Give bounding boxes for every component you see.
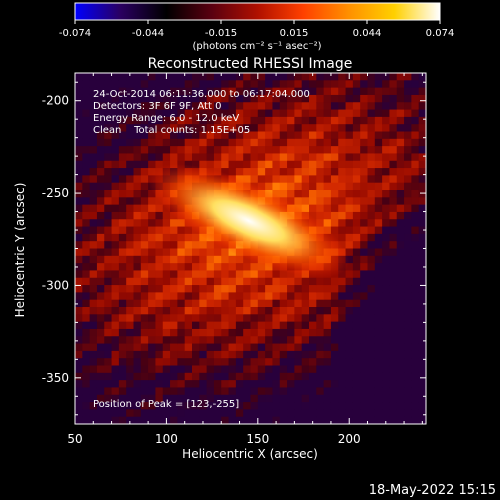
- info-clean: Clean Total counts: 1.15E+05: [93, 125, 250, 136]
- colorbar-tick-label: -0.044: [132, 28, 164, 39]
- x-axis-label: Heliocentric X (arcsec): [182, 447, 318, 461]
- colorbar-tick-label: -0.015: [205, 28, 237, 39]
- colorbar-tick-label: 0.044: [353, 28, 382, 39]
- chart-title: Reconstructed RHESSI Image: [148, 56, 353, 72]
- axis-ticks: 50 100 150 200 -200 -250 -300 -350: [42, 73, 426, 446]
- heatmap-image: [75, 73, 426, 424]
- colorbar: -0.074 -0.044 -0.015 0.015 0.044 0.074 (photo…: [59, 2, 455, 52]
- x-tick-label: 200: [338, 432, 361, 446]
- footer-date: 18-May-2022 15:15: [369, 483, 496, 498]
- observation-info: 24-Oct-2014 06:11:36.000 to 06:17:04.000…: [93, 89, 310, 410]
- colorbar-tick-label: -0.074: [59, 28, 91, 39]
- info-time: 24-Oct-2014 06:11:36.000 to 06:17:04.000: [93, 89, 310, 100]
- x-tick-label: 100: [155, 432, 178, 446]
- info-peak: Position of Peak = [123,-255]: [93, 399, 239, 410]
- x-tick-label: 50: [67, 432, 82, 446]
- info-detectors: Detectors: 3F 6F 9F, Att 0: [93, 101, 221, 112]
- colorbar-tick-label: 0.015: [280, 28, 309, 39]
- colorbar-tick-label: 0.074: [426, 28, 455, 39]
- y-tick-label: -250: [42, 186, 69, 200]
- info-energy: Energy Range: 6.0 - 12.0 keV: [93, 113, 239, 124]
- colorbar-units: (photons cm⁻² s⁻¹ asec⁻²): [192, 41, 321, 52]
- y-axis-label: Heliocentric Y (arcsec): [13, 183, 27, 318]
- peak-source: [148, 163, 350, 278]
- y-tick-label: -200: [42, 94, 69, 108]
- colorbar-gradient: [74, 2, 441, 21]
- y-tick-label: -350: [42, 371, 69, 385]
- y-tick-label: -300: [42, 278, 69, 292]
- x-tick-label: 150: [246, 432, 269, 446]
